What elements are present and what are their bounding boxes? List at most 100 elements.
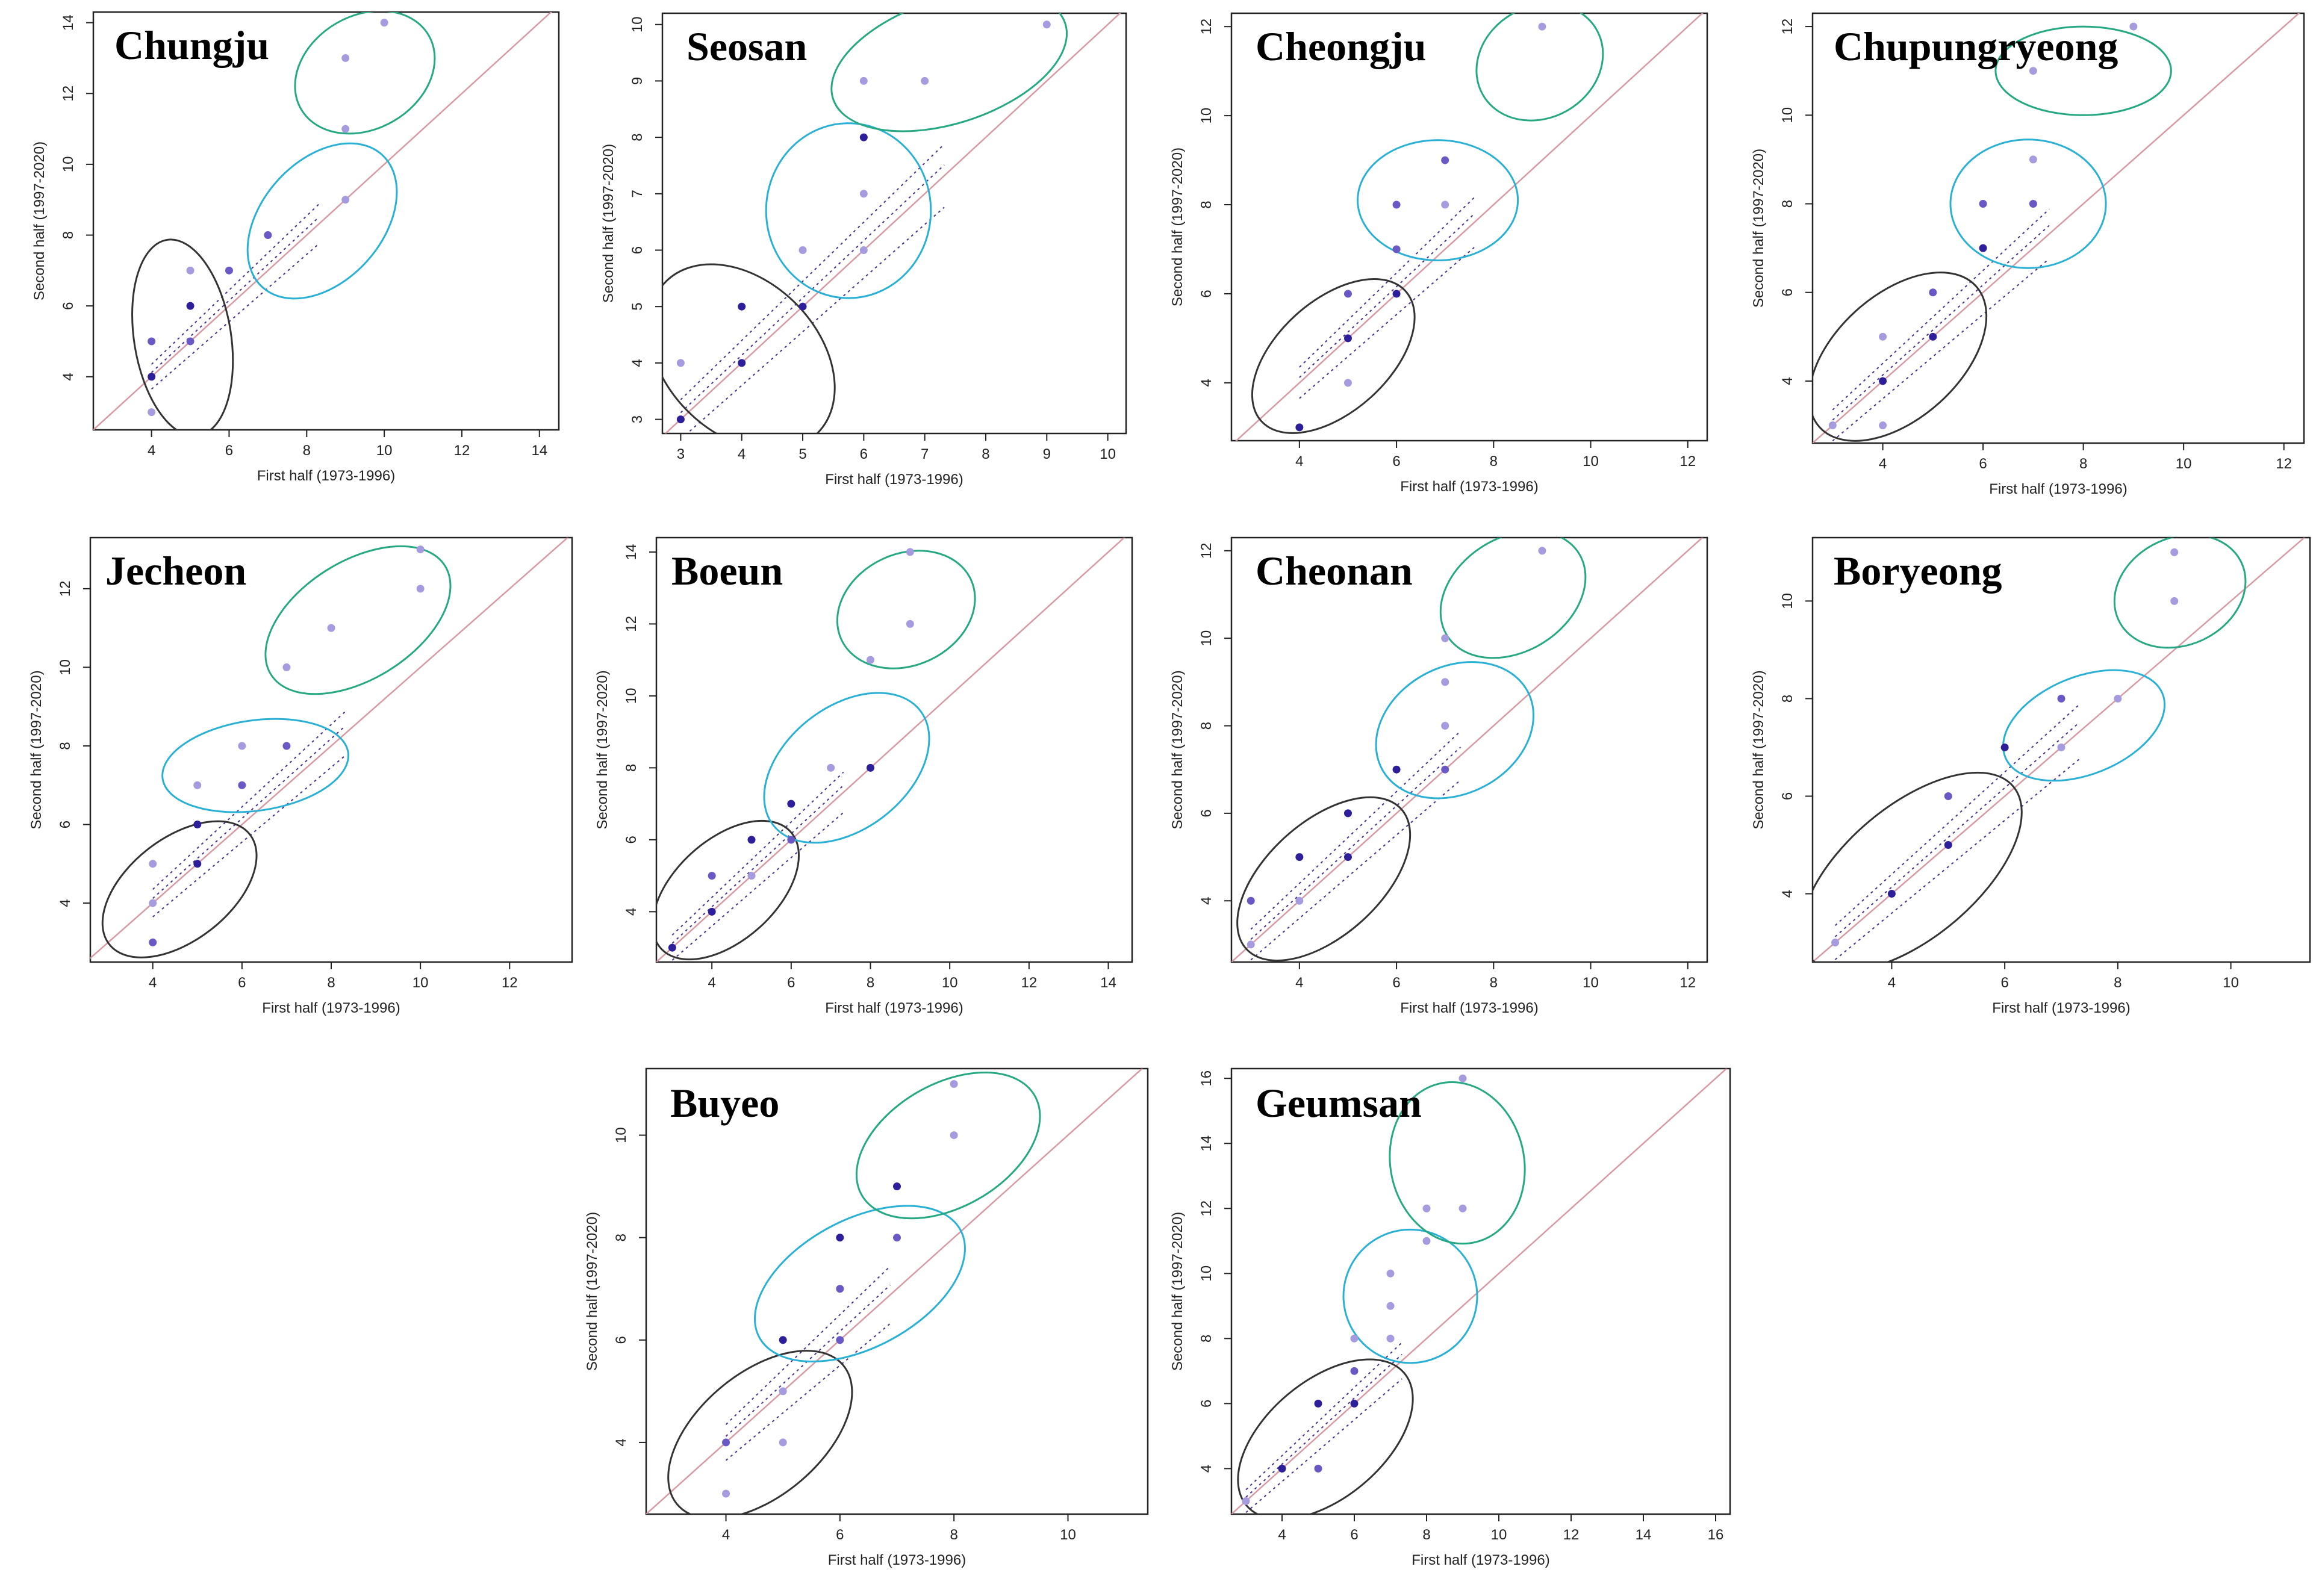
x-tick-label: 4 <box>1295 975 1303 991</box>
confidence-band-line <box>1250 747 1462 940</box>
y-axis-label: Second half (1997-2020) <box>1169 670 1186 829</box>
x-tick-label: 14 <box>1636 1527 1652 1543</box>
data-point <box>193 821 202 829</box>
data-point <box>341 54 350 62</box>
data-point <box>893 1234 901 1242</box>
x-tick-label: 8 <box>1490 453 1498 470</box>
one-to-one-line <box>1235 13 1704 441</box>
y-tick-label: 14 <box>623 544 640 560</box>
y-tick-label: 8 <box>623 764 640 772</box>
plot-frame <box>661 12 1127 435</box>
x-tick-label: 6 <box>787 975 795 991</box>
x-axis-label: First half (1973-1996) <box>262 1000 400 1016</box>
data-point <box>1350 1334 1359 1343</box>
confidence-band-line <box>1832 258 2050 442</box>
data-point <box>1343 853 1352 862</box>
panel-cheongju: 4 6 8 10 12 4 6 8 10 12 First half (1973-1996) Seco… <box>1169 12 1708 495</box>
x-tick-label: 12 <box>2276 456 2292 472</box>
y-tick-label: 10 <box>57 659 73 675</box>
data-point <box>416 585 425 593</box>
x-tick-label: 4 <box>708 975 715 991</box>
y-tick-label: 4 <box>1198 379 1215 387</box>
data-point <box>867 656 874 664</box>
cluster-ellipse <box>1342 1228 1478 1364</box>
cluster-ellipse <box>855 1071 1041 1220</box>
x-tick-label: 14 <box>1100 975 1116 991</box>
data-point <box>676 359 685 367</box>
x-tick-label: 8 <box>2079 456 2087 472</box>
data-point <box>676 415 685 424</box>
x-tick-label: 8 <box>982 446 989 462</box>
cluster-ellipse <box>1357 139 1519 261</box>
data-point <box>859 76 868 85</box>
one-to-one-line <box>1231 538 1704 962</box>
data-point <box>282 663 291 671</box>
data-point <box>2029 67 2037 75</box>
x-tick-label: 6 <box>225 442 233 459</box>
cluster-ellipse <box>264 545 452 695</box>
cluster-ellipse <box>836 550 976 669</box>
x-axis-label: First half (1973-1996) <box>257 468 395 484</box>
data-point <box>1350 1399 1359 1408</box>
x-axis-label: First half (1973-1996) <box>828 1552 966 1568</box>
x-tick-label: 5 <box>798 446 806 462</box>
y-tick-label: 6 <box>1198 809 1215 817</box>
y-tick-label: 6 <box>1779 288 1796 296</box>
y-tick-label: 14 <box>1198 1135 1215 1152</box>
panel-title: Geumsan <box>1256 1080 1422 1126</box>
data-point <box>327 624 335 632</box>
data-point <box>1458 1204 1467 1213</box>
data-point <box>1386 1334 1395 1343</box>
x-axis-label: First half (1973-1996) <box>1400 479 1538 495</box>
confidence-band-line <box>1834 759 2080 960</box>
data-point <box>906 548 914 556</box>
y-tick-label: 10 <box>1198 108 1215 124</box>
data-point <box>1295 896 1304 905</box>
data-point <box>893 1182 901 1191</box>
y-tick-label: 8 <box>629 133 646 141</box>
cluster-ellipse <box>101 820 258 958</box>
y-tick-label: 4 <box>629 359 646 367</box>
x-axis-label: First half (1973-1996) <box>1412 1552 1549 1568</box>
y-tick-label: 12 <box>1198 1200 1215 1217</box>
data-point <box>148 373 156 381</box>
cluster-ellipse <box>1475 13 1604 122</box>
confidence-band-line <box>1299 197 1475 368</box>
x-tick-label: 14 <box>531 442 547 459</box>
data-point <box>950 1080 958 1088</box>
data-point <box>1386 1302 1395 1310</box>
panel-title: Jecheon <box>105 548 246 594</box>
x-tick-label: 8 <box>2114 975 2121 991</box>
x-tick-label: 8 <box>867 975 874 991</box>
plot-area <box>662 13 1121 433</box>
cluster-ellipse <box>1236 796 1412 961</box>
plot-area <box>1231 538 1704 962</box>
x-tick-label: 6 <box>860 446 868 462</box>
data-point <box>225 266 233 275</box>
data-point <box>1929 332 1937 341</box>
data-point <box>859 190 868 198</box>
data-point <box>2057 743 2065 751</box>
y-tick-label: 12 <box>623 616 640 632</box>
y-tick-label: 8 <box>1779 695 1796 703</box>
data-point <box>1831 939 1840 947</box>
x-tick-label: 4 <box>148 442 155 459</box>
data-point <box>193 860 202 868</box>
data-point <box>1295 853 1304 862</box>
x-tick-label: 10 <box>1583 453 1599 470</box>
y-tick-label: 6 <box>613 1336 629 1344</box>
panel-buyeo: 4 6 8 10 4 6 8 10 First half (1973-1996) Second h… <box>584 1067 1149 1568</box>
data-point <box>1458 1074 1467 1082</box>
x-axis-label: First half (1973-1996) <box>1992 1000 2130 1016</box>
plot-frame <box>89 536 573 963</box>
x-tick-label: 6 <box>1979 456 1987 472</box>
data-point <box>2000 743 2009 751</box>
x-tick-label: 6 <box>1392 453 1400 470</box>
one-to-one-line <box>656 538 1125 962</box>
x-tick-label: 8 <box>950 1527 957 1543</box>
data-point <box>341 125 350 133</box>
one-to-one-line <box>646 1069 1144 1514</box>
x-axis-label: First half (1973-1996) <box>825 471 963 488</box>
data-point <box>1441 156 1449 164</box>
x-tick-label: 6 <box>2000 975 2008 991</box>
